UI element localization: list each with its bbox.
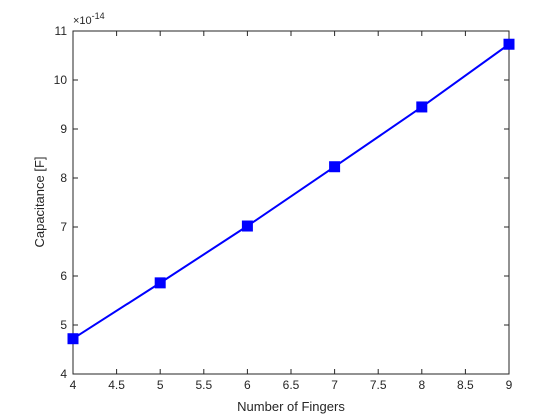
y-tick-label: 8 [60,171,67,185]
data-point-marker [503,38,515,50]
x-tick-label: 9 [506,378,513,392]
series-layer [67,38,515,345]
x-tick-label: 7.5 [370,378,387,392]
x-tick-label: 6.5 [283,378,300,392]
x-tick-label: 6 [244,378,251,392]
x-tick-label: 5 [157,378,164,392]
x-axis: 4 4.5 5 5.5 6 6.5 7 7.5 8 8.5 9 [70,31,513,392]
data-point-marker [67,333,79,345]
data-point-marker [416,101,428,113]
y-tick-label: 9 [60,122,67,136]
y-tick-label: 5 [60,318,67,332]
x-axis-label: Number of Fingers [237,399,345,414]
data-point-marker [329,161,341,173]
x-tick-label: 8 [418,378,425,392]
x-tick-label: 7 [331,378,338,392]
x-tick-label: 5.5 [195,378,212,392]
y-axis-label: Capacitance [F] [32,156,47,247]
x-tick-label: 8.5 [457,378,474,392]
series-line [72,43,510,340]
y-multiplier-exponent: -14 [92,11,105,21]
data-point-marker [241,220,253,232]
y-tick-label: 7 [60,220,67,234]
y-tick-label: 4 [60,367,67,381]
plot-area [72,30,510,375]
x-tick-label: 4.5 [108,378,125,392]
y-axis: 4 5 6 7 8 9 10 11 [54,24,509,381]
y-tick-label: 6 [60,269,67,283]
x-tick-label: 4 [70,378,77,392]
y-tick-label: 10 [54,73,68,87]
y-multiplier: ×10-14 [73,11,105,27]
data-point-marker [154,277,166,289]
y-tick-label: 11 [55,24,68,38]
